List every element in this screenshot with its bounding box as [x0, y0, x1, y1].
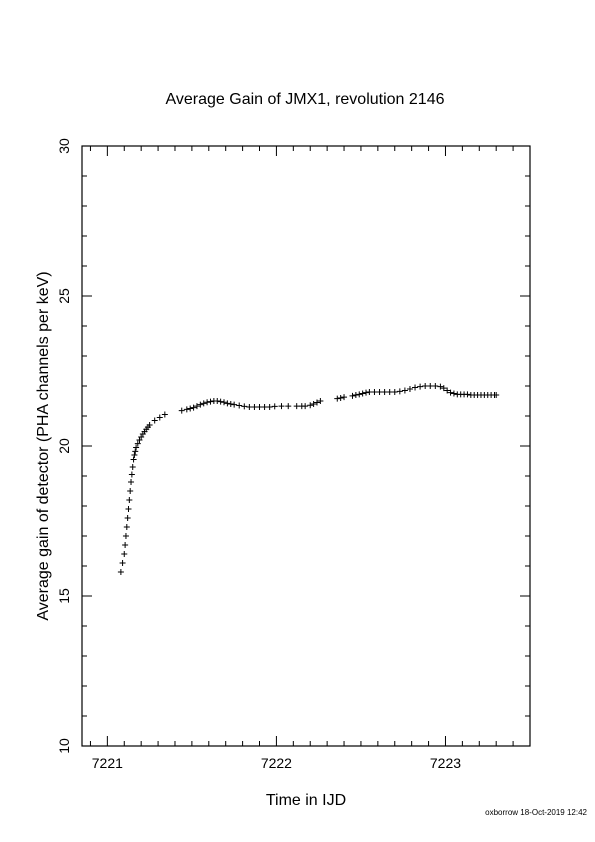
x-axis-label: Time in IJD — [266, 792, 346, 809]
y-tick-label: 10 — [56, 738, 72, 754]
data-point — [161, 411, 168, 418]
data-point — [427, 383, 434, 389]
data-point — [197, 401, 204, 408]
data-point — [391, 389, 398, 395]
data-point — [251, 404, 258, 410]
data-point — [341, 394, 348, 401]
data-point — [227, 401, 234, 407]
data-point — [231, 401, 238, 408]
data-point — [271, 403, 278, 410]
data-point — [187, 405, 194, 412]
data-point — [285, 403, 292, 410]
data-point — [334, 395, 341, 402]
data-point — [128, 479, 135, 485]
data-point — [440, 385, 447, 392]
data-point — [352, 392, 359, 398]
data-point — [204, 399, 211, 406]
data-point — [376, 389, 383, 395]
y-tick-label: 30 — [56, 138, 72, 154]
data-point — [221, 399, 228, 406]
data-point — [450, 390, 457, 397]
data-point — [156, 414, 163, 421]
data-point — [124, 515, 131, 521]
data-point — [447, 389, 454, 396]
data-point — [401, 387, 408, 394]
data-point — [371, 389, 378, 395]
x-tick-label: 7222 — [261, 755, 292, 771]
data-point — [412, 384, 419, 391]
y-tick-label: 15 — [56, 588, 72, 604]
data-point — [183, 406, 190, 413]
data-point — [130, 456, 137, 463]
data-point — [123, 524, 130, 530]
data-point — [293, 403, 300, 410]
data-point — [422, 383, 429, 389]
data-point — [359, 390, 366, 397]
data-point — [122, 542, 129, 548]
data-point — [131, 452, 138, 458]
data-point — [278, 403, 285, 410]
y-axis-label: Average gain of detector (PHA channels p… — [35, 271, 52, 620]
data-point — [266, 404, 273, 410]
data-point — [146, 422, 153, 428]
data-point — [307, 402, 314, 409]
data-point — [129, 464, 136, 470]
data-point — [406, 386, 413, 392]
data-point — [132, 448, 139, 455]
data-point — [193, 403, 200, 410]
data-point — [381, 389, 388, 395]
data-point — [241, 403, 248, 410]
data-point — [417, 383, 424, 390]
data-point — [302, 403, 309, 410]
data-point — [464, 391, 471, 398]
data-point — [224, 400, 231, 407]
data-point — [313, 399, 320, 406]
data-point — [125, 506, 132, 512]
data-point — [356, 391, 363, 398]
data-point — [493, 392, 500, 398]
tick-labels: 10 15 20 25 30 7221 7222 7223 — [56, 138, 461, 771]
data-point — [432, 383, 439, 389]
data-point — [207, 398, 214, 405]
data-point — [349, 392, 356, 399]
data-point — [437, 383, 444, 390]
data-point — [396, 388, 403, 395]
data-point — [151, 417, 158, 424]
data-point — [246, 404, 253, 410]
data-point — [128, 471, 135, 478]
data-point — [217, 398, 224, 405]
plot-frame — [81, 145, 531, 747]
x-tick-label: 7221 — [92, 755, 123, 771]
data-point — [214, 398, 221, 404]
data-point — [127, 488, 134, 494]
data-point — [444, 387, 451, 394]
data-point — [190, 404, 197, 411]
data-point — [363, 389, 370, 396]
data-point — [121, 551, 128, 557]
data-point — [178, 407, 185, 414]
y-tick-label: 20 — [56, 438, 72, 454]
data-point — [256, 404, 263, 410]
data-point — [337, 395, 344, 401]
x-tick-label: 7223 — [430, 755, 461, 771]
data-point — [366, 389, 373, 395]
data-point — [122, 533, 129, 539]
data-point — [261, 404, 268, 410]
data-point — [119, 560, 126, 566]
chart-title: Average Gain of JMX1, revolution 2146 — [166, 91, 445, 108]
data-point — [236, 402, 243, 409]
y-tick-label: 25 — [56, 288, 72, 304]
axis-ticks — [82, 145, 531, 747]
data-point — [200, 400, 207, 407]
data-point — [134, 440, 141, 447]
footer-credit: oxborrow 18-Oct-2019 12:42 — [485, 808, 587, 817]
data-point — [310, 401, 317, 407]
data-points — [117, 383, 500, 575]
data-point — [317, 398, 324, 404]
data-point — [126, 497, 133, 503]
data-point — [117, 569, 124, 575]
data-point — [133, 444, 140, 451]
data-point — [386, 389, 393, 395]
